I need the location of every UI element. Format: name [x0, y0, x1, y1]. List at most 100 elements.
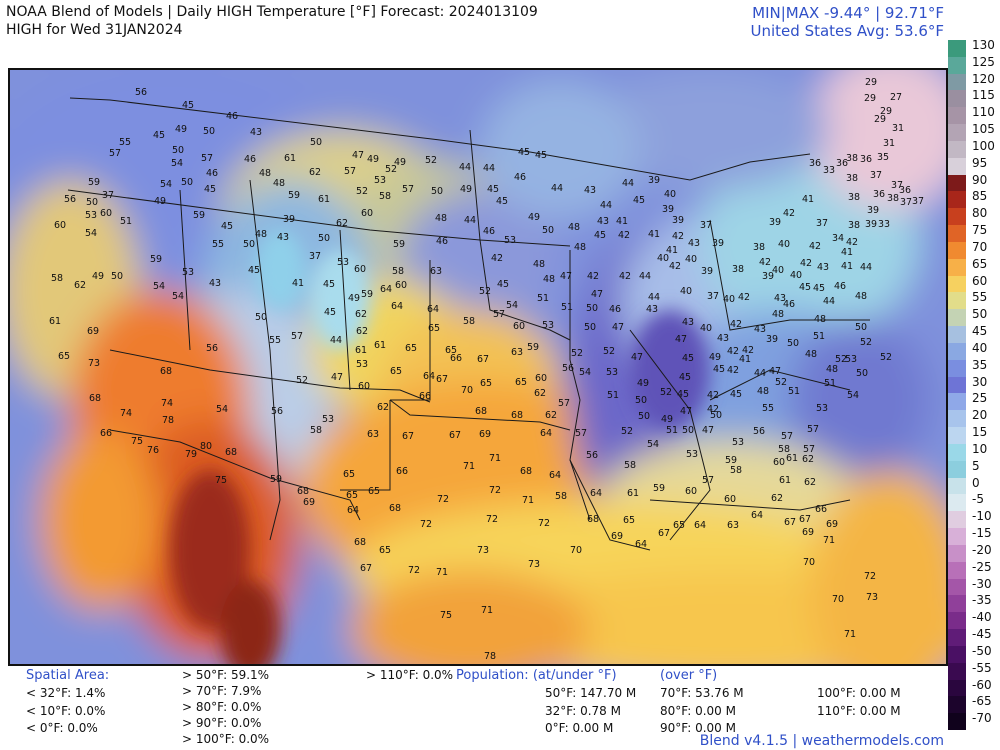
temperature-label: 70: [803, 557, 815, 568]
color-scale-tick: 50: [972, 307, 988, 322]
color-scale-swatch: [948, 544, 966, 563]
temperature-label: 64: [347, 505, 359, 516]
color-scale-swatch: [948, 208, 966, 226]
temperature-label: 57: [702, 475, 714, 486]
temperature-label: 75: [440, 610, 452, 621]
temperature-label: 45: [594, 230, 606, 241]
temperature-label: 39: [865, 219, 877, 230]
temperature-label: 65: [673, 520, 685, 531]
temperature-label: 38: [732, 264, 744, 275]
temperature-label: 40: [680, 286, 692, 297]
color-scale-tick: 70: [972, 239, 988, 254]
temperature-label: 50: [542, 225, 554, 236]
temperature-label: 71: [522, 495, 534, 506]
color-scale-tick: -60: [972, 677, 992, 692]
temperature-label: 56: [586, 450, 598, 461]
temperature-label: 53: [542, 320, 554, 331]
temperature-label: 53: [606, 367, 618, 378]
temperature-label: 69: [303, 497, 315, 508]
temperature-label: 59: [527, 342, 539, 353]
temperature-label: 35: [877, 152, 889, 163]
color-scale-tick: -5: [972, 492, 984, 507]
temperature-label: 50: [181, 177, 193, 188]
temperature-label: 42: [587, 271, 599, 282]
temperature-label: 73: [88, 358, 100, 369]
temperature-label: 53: [85, 210, 97, 221]
temperature-label: 71: [844, 629, 856, 640]
temperature-label: 72: [437, 494, 449, 505]
temperature-label: 54: [171, 158, 183, 169]
temperature-label: 45: [182, 100, 194, 111]
temperature-label: 57: [493, 309, 505, 320]
temperature-label: 69: [826, 519, 838, 530]
temperature-label: 61: [284, 153, 296, 164]
temperature-label: 51: [537, 293, 549, 304]
color-scale-tick: 120: [972, 71, 995, 86]
temperature-label: 41: [841, 247, 853, 258]
temperature-label: 72: [420, 519, 432, 530]
color-scale-swatch: [948, 258, 966, 277]
temperature-label: 48: [772, 309, 784, 320]
color-scale-tick: -35: [972, 593, 992, 608]
temperature-label: 46: [206, 168, 218, 179]
temperature-label: 43: [717, 333, 729, 344]
temperature-label: 61: [786, 453, 798, 464]
temperature-label: 42: [707, 390, 719, 401]
temperature-label: 37: [816, 218, 828, 229]
spatial-stat: > 90°F: 0.0%: [182, 716, 262, 730]
color-scale-tick: -45: [972, 627, 992, 642]
color-scale-swatch: [948, 191, 966, 209]
temperature-label: 62: [804, 477, 816, 488]
temperature-label: 55: [212, 239, 224, 250]
temperature-label: 58: [310, 425, 322, 436]
temperature-label: 37: [912, 196, 924, 207]
temperature-label: 41: [616, 216, 628, 227]
temperature-label: 44: [622, 178, 634, 189]
temperature-label: 50: [855, 322, 867, 333]
color-scale-tick: 20: [972, 408, 988, 423]
temperature-label: 54: [647, 439, 659, 450]
temperature-label: 59: [653, 483, 665, 494]
color-scale-tick: 45: [972, 324, 988, 339]
temperature-label: 64: [590, 488, 602, 499]
color-scale-tick: 80: [972, 206, 988, 221]
temperature-label: 63: [727, 520, 739, 531]
temperature-label: 36: [860, 154, 872, 165]
temperature-label: 50: [787, 338, 799, 349]
temperature-label: 42: [619, 271, 631, 282]
temperature-label: 52: [775, 377, 787, 388]
temperature-label: 45: [682, 353, 694, 364]
temperature-label: 65: [379, 545, 391, 556]
temperature-label: 66: [396, 466, 408, 477]
population-stat: 50°F: 147.70 M: [545, 686, 637, 700]
temperature-label: 50: [856, 368, 868, 379]
temperature-label: 45: [221, 221, 233, 232]
temperature-label: 42: [727, 365, 739, 376]
color-scale-tick: 110: [972, 105, 995, 120]
temperature-label: 56: [562, 363, 574, 374]
temperature-label: 42: [738, 292, 750, 303]
temperature-label: 45: [633, 195, 645, 206]
temperature-label: 50: [638, 411, 650, 422]
temperature-label: 68: [587, 514, 599, 525]
temperature-label: 65: [58, 351, 70, 362]
temperature-label: 45: [813, 283, 825, 294]
temperature-label: 67: [449, 430, 461, 441]
color-scale-tick: 115: [972, 88, 995, 103]
temperature-label: 53: [182, 267, 194, 278]
temperature-label: 57: [803, 444, 815, 455]
temperature-label: 59: [193, 210, 205, 221]
color-scale-tick: -30: [972, 576, 992, 591]
temperature-label: 37: [870, 170, 882, 181]
temperature-label: 51: [824, 378, 836, 389]
temperature-label: 45: [153, 130, 165, 141]
temperature-label: 41: [739, 354, 751, 365]
color-scale-swatch: [948, 241, 966, 260]
color-scale-tick: 55: [972, 290, 988, 305]
color-scale-swatch: [948, 410, 966, 428]
temperature-label: 49: [460, 184, 472, 195]
color-scale-swatch: [948, 460, 966, 479]
temperature-label: 42: [800, 258, 812, 269]
temperature-label: 59: [288, 190, 300, 201]
